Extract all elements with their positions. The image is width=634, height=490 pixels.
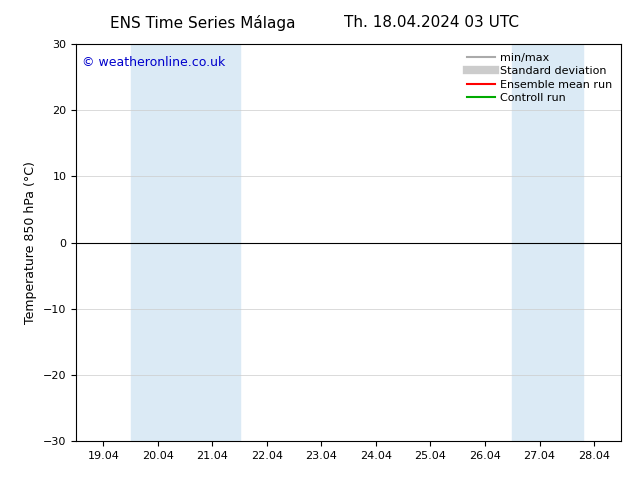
Text: © weatheronline.co.uk: © weatheronline.co.uk bbox=[82, 56, 225, 69]
Legend: min/max, Standard deviation, Ensemble mean run, Controll run: min/max, Standard deviation, Ensemble me… bbox=[463, 49, 616, 106]
Bar bbox=[131, 44, 240, 441]
Y-axis label: Temperature 850 hPa (°C): Temperature 850 hPa (°C) bbox=[24, 161, 37, 324]
Bar bbox=[512, 44, 583, 441]
Text: ENS Time Series Málaga: ENS Time Series Málaga bbox=[110, 15, 295, 31]
Text: Th. 18.04.2024 03 UTC: Th. 18.04.2024 03 UTC bbox=[344, 15, 519, 30]
